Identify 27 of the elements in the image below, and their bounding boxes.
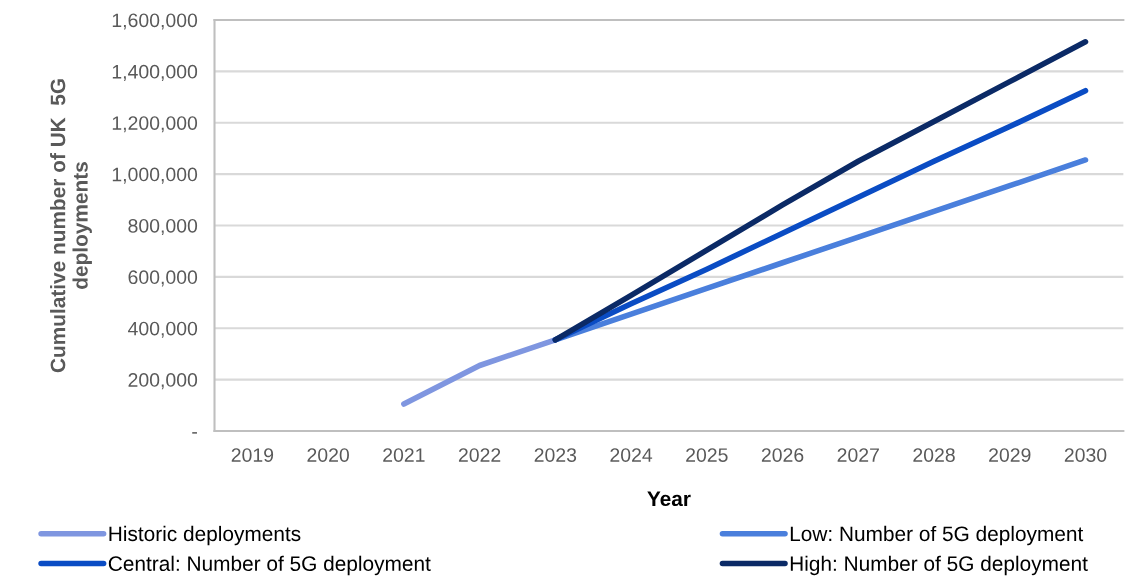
x-tick-label: 2028 — [913, 448, 955, 462]
x-tick-label: 2025 — [686, 448, 728, 462]
x-axis-title: Year — [647, 491, 691, 507]
x-tick-label: 2021 — [383, 448, 425, 462]
legend-label: High: Number of 5G deployment — [790, 555, 1088, 576]
y-tick-label: 1,200,000 — [112, 116, 198, 133]
y-axis-title: Cumulative number of UK 5G deployments — [50, 79, 92, 373]
x-tick-label: 2019 — [231, 448, 274, 462]
y-tick-label: 800,000 — [128, 218, 198, 236]
y-tick-label: 1,000,000 — [112, 167, 198, 184]
x-tick-label: 2024 — [610, 448, 653, 462]
x-tick-label: 2026 — [761, 448, 804, 462]
legend-label: Low: Number of 5G deployment — [790, 525, 1084, 546]
x-tick-label: 2029 — [989, 448, 1031, 462]
y-tick-label: 1,400,000 — [112, 64, 198, 81]
y-tick-label: - — [192, 432, 197, 434]
y-tick-label: 400,000 — [128, 321, 198, 338]
x-tick-label: 2022 — [458, 448, 501, 462]
legend-label: Central: Number of 5G deployment — [108, 555, 431, 576]
x-tick-label: 2020 — [307, 448, 349, 462]
x-tick-label: 2030 — [1064, 448, 1107, 462]
y-tick-label: 1,600,000 — [112, 13, 198, 30]
legend-label: Historic deployments — [109, 525, 301, 546]
x-tick-label: 2023 — [534, 448, 577, 462]
y-tick-label: 200,000 — [128, 373, 198, 390]
x-tick-label: 2027 — [837, 448, 879, 462]
y-tick-label: 600,000 — [128, 270, 198, 287]
